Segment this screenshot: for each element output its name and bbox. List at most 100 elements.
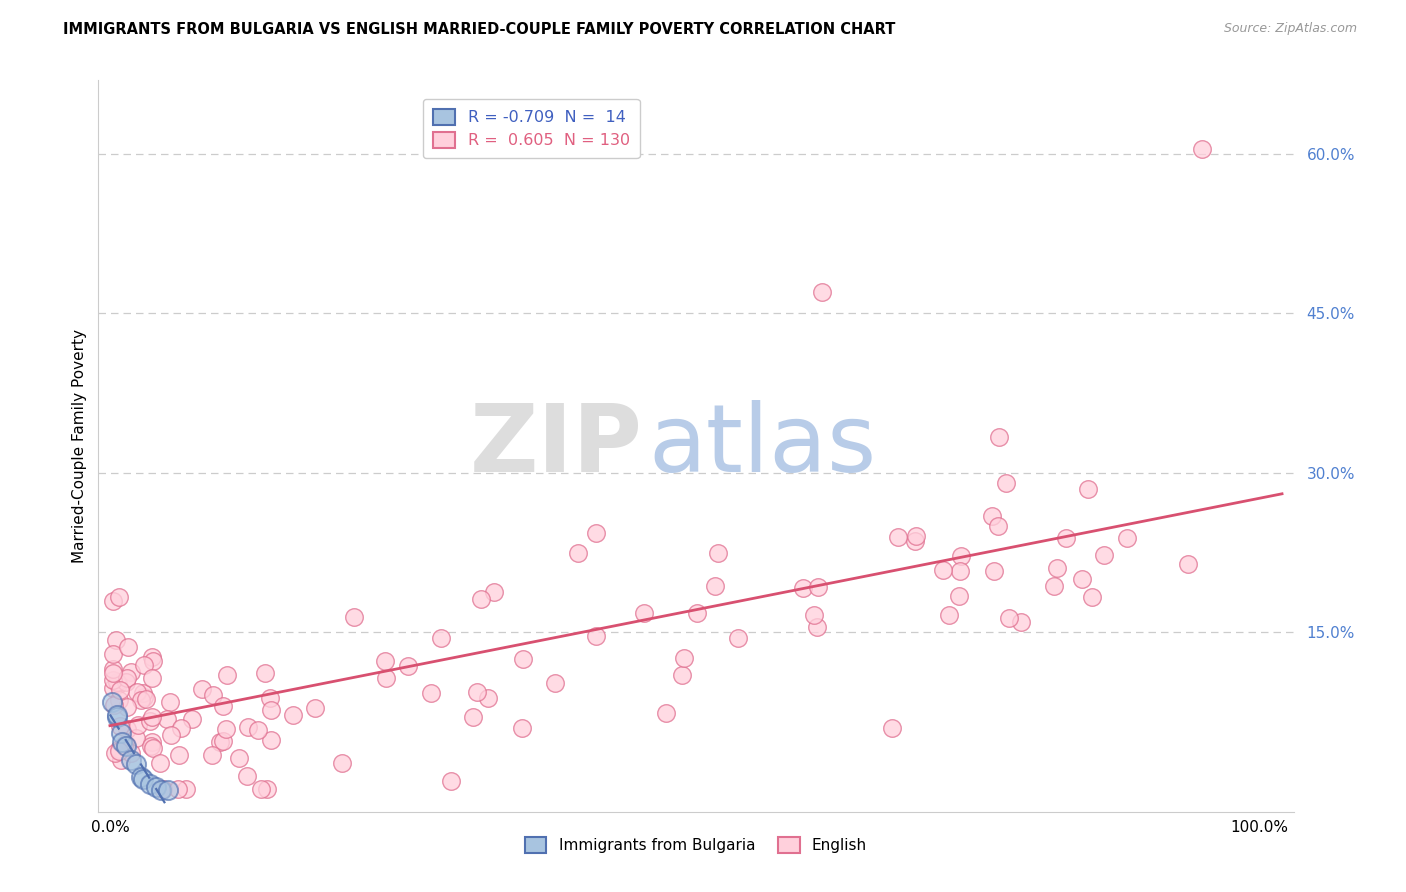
Point xyxy=(235,769,257,783)
Point xyxy=(987,519,1010,533)
Point xyxy=(107,677,129,691)
Point xyxy=(211,734,233,748)
Point xyxy=(103,665,125,680)
Point xyxy=(111,735,134,749)
Point xyxy=(101,695,124,709)
Point xyxy=(806,620,828,634)
Point xyxy=(585,629,607,643)
Point xyxy=(343,610,366,624)
Point xyxy=(465,685,488,699)
Point xyxy=(156,782,179,797)
Point xyxy=(108,742,131,756)
Point xyxy=(655,706,678,720)
Point xyxy=(142,654,165,668)
Point xyxy=(132,690,155,705)
Point xyxy=(330,756,353,770)
Point xyxy=(686,607,709,621)
Point xyxy=(215,722,238,736)
Point xyxy=(512,652,534,666)
Point xyxy=(703,578,725,592)
Point xyxy=(141,739,163,753)
Legend: Immigrants from Bulgaria, English: Immigrants from Bulgaria, English xyxy=(519,830,873,859)
Point xyxy=(159,694,181,708)
Point xyxy=(259,691,281,706)
Point xyxy=(166,782,188,797)
Point xyxy=(1092,548,1115,562)
Point xyxy=(114,675,136,690)
Point xyxy=(108,719,131,733)
Text: atlas: atlas xyxy=(648,400,876,492)
Point xyxy=(887,530,910,544)
Point xyxy=(1077,482,1099,496)
Point xyxy=(104,746,127,760)
Point xyxy=(132,686,155,700)
Point xyxy=(121,753,143,767)
Point xyxy=(117,640,139,654)
Point xyxy=(1046,560,1069,574)
Point xyxy=(115,699,138,714)
Point xyxy=(115,739,138,753)
Point xyxy=(247,723,270,738)
Point xyxy=(112,738,135,752)
Text: ZIP: ZIP xyxy=(470,400,643,492)
Point xyxy=(145,780,167,794)
Point xyxy=(155,712,177,726)
Point xyxy=(904,534,927,549)
Point xyxy=(998,611,1021,625)
Point xyxy=(633,606,655,620)
Point xyxy=(673,651,696,665)
Y-axis label: Married-Couple Family Poverty: Married-Couple Family Poverty xyxy=(72,329,87,563)
Point xyxy=(932,563,955,577)
Point xyxy=(107,590,129,604)
Point xyxy=(142,741,165,756)
Point xyxy=(139,714,162,728)
Point xyxy=(129,770,152,784)
Point xyxy=(131,692,153,706)
Point xyxy=(141,671,163,685)
Point xyxy=(981,508,1004,523)
Point xyxy=(200,747,222,762)
Point xyxy=(132,658,155,673)
Point xyxy=(567,546,589,560)
Point xyxy=(174,782,197,797)
Point xyxy=(430,631,453,645)
Point xyxy=(108,693,131,707)
Point xyxy=(108,744,131,758)
Point xyxy=(304,701,326,715)
Point xyxy=(256,782,278,797)
Point xyxy=(792,582,814,596)
Point xyxy=(671,667,693,681)
Point xyxy=(105,675,128,690)
Point xyxy=(125,685,148,699)
Point xyxy=(169,721,191,735)
Point xyxy=(707,546,730,560)
Point xyxy=(1043,579,1066,593)
Point xyxy=(103,681,125,695)
Point xyxy=(217,668,239,682)
Text: Source: ZipAtlas.com: Source: ZipAtlas.com xyxy=(1223,22,1357,36)
Point xyxy=(139,777,162,791)
Point xyxy=(995,476,1018,491)
Point xyxy=(191,681,214,696)
Point xyxy=(727,631,749,645)
Point xyxy=(260,703,283,717)
Point xyxy=(121,665,143,679)
Point xyxy=(149,756,172,770)
Point xyxy=(104,633,127,648)
Point xyxy=(283,707,305,722)
Point xyxy=(938,608,960,623)
Point xyxy=(983,564,1005,578)
Point xyxy=(110,725,132,739)
Point xyxy=(585,526,607,541)
Point xyxy=(1071,572,1094,586)
Point xyxy=(160,728,183,742)
Point xyxy=(108,683,131,698)
Point xyxy=(149,783,172,797)
Point xyxy=(167,747,190,762)
Point xyxy=(132,772,155,786)
Point xyxy=(107,677,129,691)
Point xyxy=(811,285,834,300)
Point xyxy=(120,746,142,760)
Point xyxy=(803,608,825,623)
Point xyxy=(1191,142,1213,156)
